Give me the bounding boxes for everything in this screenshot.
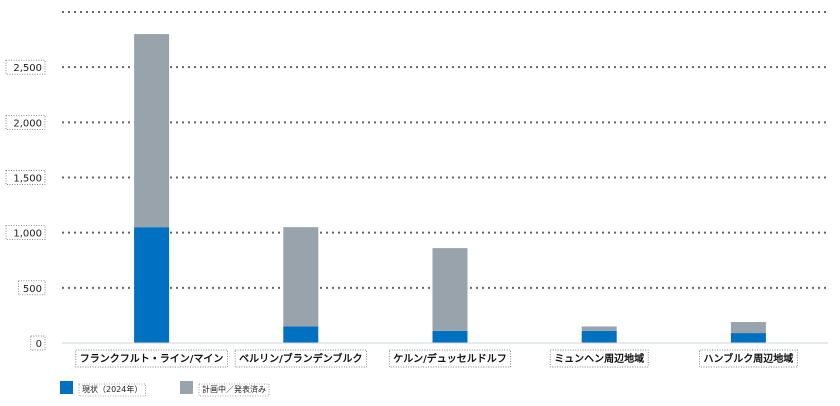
category-label-box xyxy=(699,349,798,368)
category-label: ミュンヘン周辺地域 xyxy=(549,349,649,368)
y-tick: 0 xyxy=(30,335,46,351)
gridlines xyxy=(62,11,828,289)
bar-segment xyxy=(134,227,170,343)
y-tick-label: 1,500 xyxy=(13,174,42,185)
bar-segment xyxy=(134,34,170,228)
category-label-text: ケルン/デュッセルドルフ xyxy=(393,352,506,365)
bar-segment xyxy=(432,248,468,331)
bar-segment xyxy=(283,326,319,343)
legend-item: 計画中／発表済み xyxy=(180,381,270,397)
y-tick: 2,500 xyxy=(5,59,46,75)
bar-segment xyxy=(730,322,766,334)
y-tick-label: 2,500 xyxy=(13,63,42,74)
legend-label-box xyxy=(78,383,146,397)
legend-item: 現状（2024年） xyxy=(60,381,146,397)
y-tick-label: 500 xyxy=(23,284,42,295)
y-tick-label: 2,000 xyxy=(13,118,42,129)
legend-label: 計画中／発表済み xyxy=(202,384,266,394)
category-label: フランクフルト・ライン/マイン xyxy=(75,349,228,368)
bar-segment xyxy=(283,227,319,327)
y-tick-label: 0 xyxy=(36,339,42,350)
bars xyxy=(62,34,828,344)
legend: 現状（2024年） 計画中／発表済み xyxy=(60,381,270,397)
y-tick-box xyxy=(5,114,46,130)
y-tick: 1,000 xyxy=(5,225,46,241)
category-labels: フランクフルト・ライン/マイン ベルリン/ブランデンブルク ケルン/デュッセルドルフ… xyxy=(75,349,798,368)
category-label-text: ベルリン/ブランデンブルク xyxy=(239,352,362,365)
category-label-text: フランクフルト・ライン/マイン xyxy=(80,353,224,365)
bar-segment xyxy=(581,326,617,331)
bar-segment xyxy=(730,333,766,343)
bar-segment xyxy=(432,330,468,343)
category-label: ハンブルク周辺地域 xyxy=(699,349,798,368)
category-label-box xyxy=(388,349,512,368)
legend-label-box xyxy=(198,383,270,397)
y-tick-box xyxy=(30,335,46,351)
category-label: ケルン/デュッセルドルフ xyxy=(388,349,512,368)
y-tick: 2,000 xyxy=(5,114,46,130)
category-label-box xyxy=(234,349,367,368)
legend-swatch xyxy=(60,381,73,394)
category-label-text: ミュンヘン周辺地域 xyxy=(554,352,644,365)
bar-segment xyxy=(581,330,617,343)
y-tick-box xyxy=(18,280,46,296)
legend-label: 現状（2024年） xyxy=(82,384,142,394)
y-tick-box xyxy=(5,170,46,185)
category-label: ベルリン/ブランデンブルク xyxy=(234,349,367,368)
y-tick-label: 1,000 xyxy=(13,229,42,240)
y-tick-box xyxy=(5,59,46,75)
y-tick: 1,500 xyxy=(5,170,46,185)
y-axis-ticks: 0 500 1,000 1,500 2,000 2,500 xyxy=(5,59,46,351)
y-tick: 500 xyxy=(18,280,46,296)
y-tick-box xyxy=(5,225,46,241)
category-label-box xyxy=(75,349,228,368)
legend-swatch xyxy=(180,381,193,394)
category-label-text: ハンブルク周辺地域 xyxy=(704,352,794,365)
